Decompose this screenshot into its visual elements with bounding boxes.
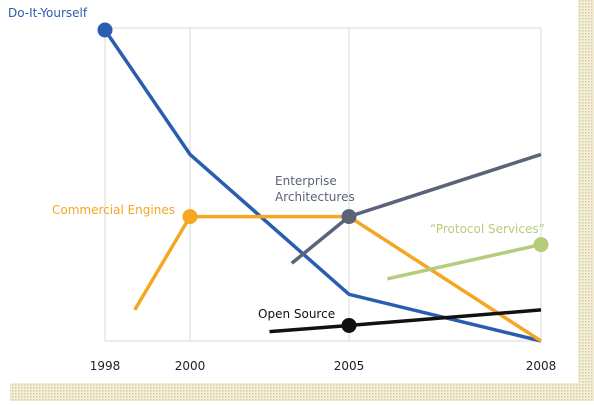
frame-bottom <box>10 383 594 401</box>
label-line: Enterprise <box>275 174 337 188</box>
series-line <box>387 242 542 281</box>
x-tick-label: 1998 <box>90 359 121 373</box>
series-marker <box>341 317 357 333</box>
x-tick-label: 2008 <box>526 359 557 373</box>
series-label: “Protocol Services” <box>430 222 545 236</box>
series-marker <box>182 209 198 225</box>
series-marker <box>533 237 549 253</box>
series-marker <box>341 209 357 225</box>
x-tick-label: 2000 <box>175 359 206 373</box>
series-label: Commercial Engines <box>52 203 175 217</box>
label-line: Architectures <box>275 190 355 204</box>
x-tick-label: 2005 <box>334 359 365 373</box>
series-line <box>133 214 542 343</box>
series-label: Enterprise Architectures <box>275 174 355 204</box>
series-label: Do-It-Yourself <box>8 6 88 20</box>
series-label: Open Source <box>258 307 335 321</box>
series-marker <box>97 22 113 38</box>
frame-right <box>578 0 594 401</box>
